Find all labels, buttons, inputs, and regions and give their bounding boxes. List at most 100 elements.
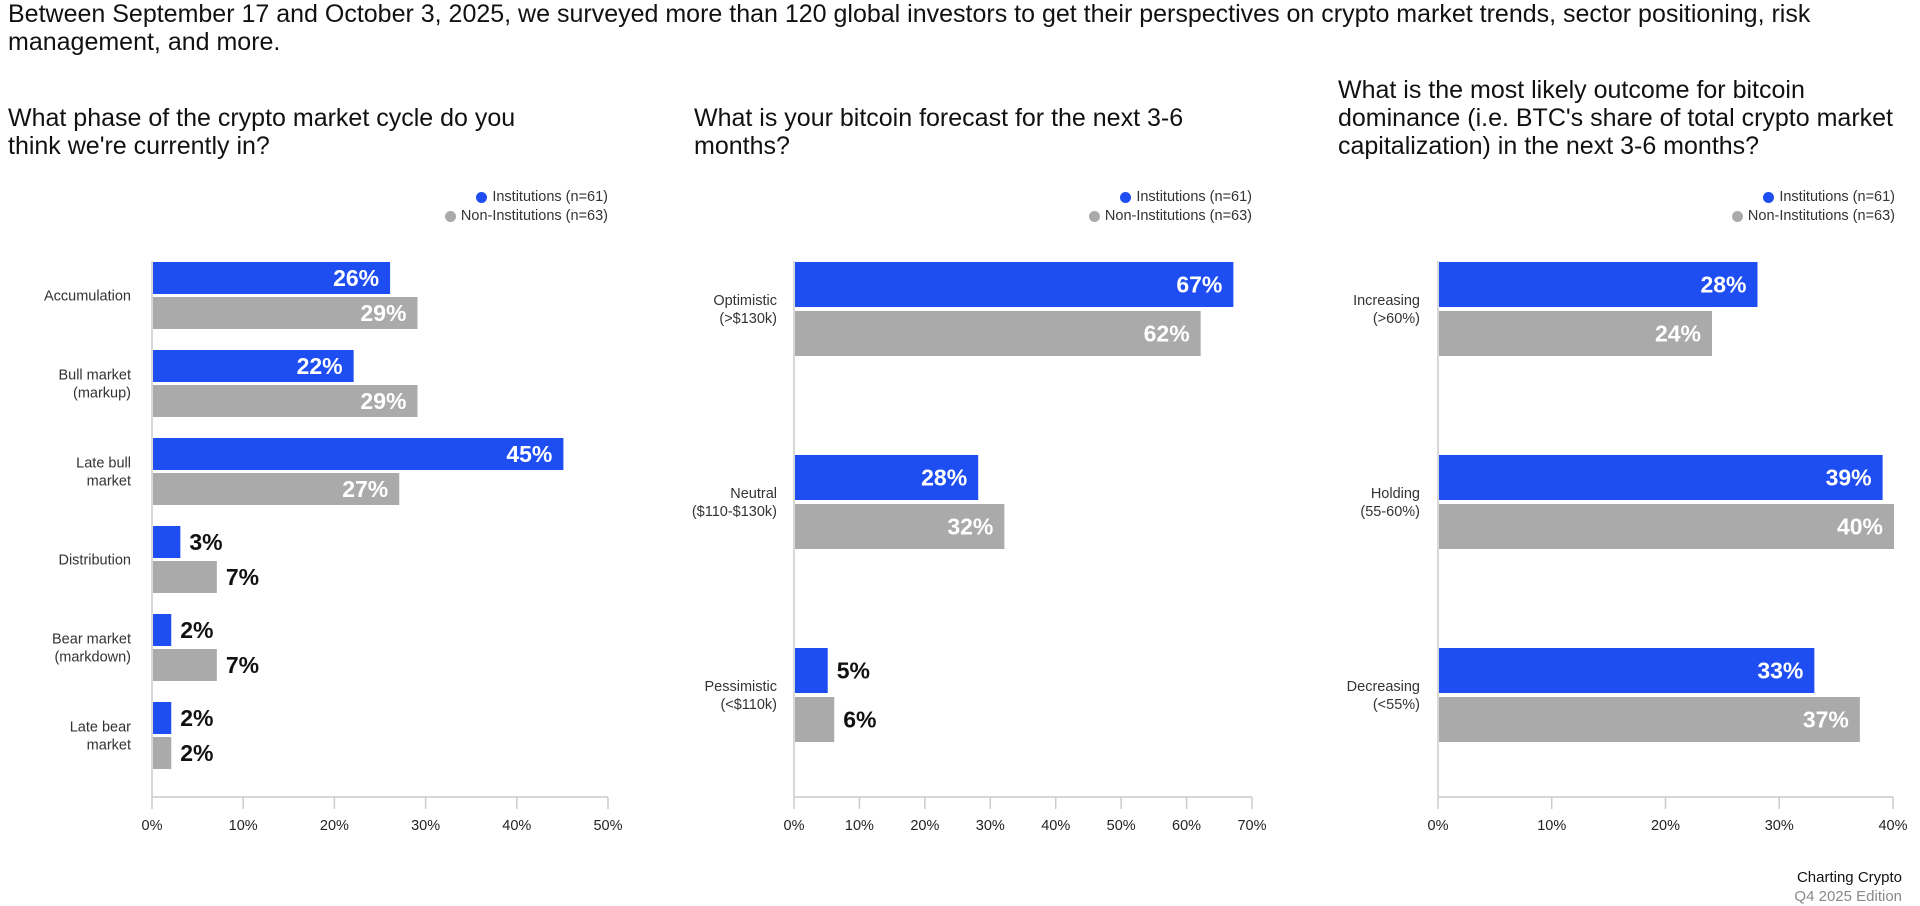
category-label: (>60%) — [1373, 311, 1420, 327]
legend-dot-non-institutions — [444, 211, 456, 222]
bar-non-institutions — [1439, 504, 1894, 549]
bar-non-institutions — [153, 297, 418, 329]
x-tick-label: 40% — [502, 818, 531, 834]
x-tick-label: 30% — [976, 818, 1005, 834]
bar-institutions — [153, 438, 564, 470]
legend-dot-institutions — [476, 192, 488, 203]
legend-dot-non-institutions — [1731, 211, 1743, 222]
category-label: (>$130k) — [719, 311, 777, 327]
legend-institutions: Institutions (n=61) — [492, 189, 608, 205]
bar-value-label: 67% — [1176, 272, 1222, 298]
bar-non-institutions — [153, 737, 172, 769]
x-tick-label: 10% — [1537, 818, 1566, 834]
legend-institutions: Institutions (n=61) — [1779, 189, 1895, 205]
bar-institutions — [153, 350, 354, 382]
category-label: Decreasing — [1347, 679, 1420, 695]
category-label: Holding — [1371, 486, 1420, 502]
chart-3-title: What is the most likely outcome for bitc… — [1338, 76, 1893, 160]
category-label: Accumulation — [44, 289, 131, 305]
category-label: Increasing — [1353, 293, 1420, 309]
footer-edition: Q4 2025 Edition — [1794, 888, 1902, 905]
x-tick-label: 50% — [593, 818, 622, 834]
category-label: Pessimistic — [704, 679, 777, 695]
bar-value-label: 22% — [297, 353, 343, 379]
category-label: market — [87, 738, 131, 754]
category-label: Bear market — [52, 632, 131, 648]
bar-value-label: 7% — [226, 564, 259, 590]
bar-value-label: 5% — [837, 658, 870, 684]
chart-1-legend: Institutions (n=61) Non-Institutions (n=… — [444, 188, 608, 226]
x-tick-label: 0% — [1428, 818, 1449, 834]
bar-non-institutions — [1439, 311, 1712, 356]
legend-dot-institutions — [1120, 192, 1132, 203]
bar-value-label: 28% — [1700, 272, 1746, 298]
bar-value-label: 27% — [342, 476, 388, 502]
bar-institutions — [1439, 648, 1815, 693]
bar-value-label: 26% — [333, 265, 379, 291]
bar-value-label: 62% — [1144, 321, 1190, 347]
bar-non-institutions — [153, 561, 217, 593]
bar-institutions — [153, 526, 181, 558]
category-label: (markdown) — [54, 650, 131, 666]
chart-1-title: What phase of the crypto market cycle do… — [8, 104, 516, 160]
category-label: market — [87, 474, 131, 490]
chart-2-legend: Institutions (n=61) Non-Institutions (n=… — [1088, 188, 1252, 226]
x-tick-label: 50% — [1107, 818, 1136, 834]
bar-value-label: 29% — [360, 388, 406, 414]
bar-value-label: 24% — [1655, 321, 1701, 347]
x-tick-label: 0% — [784, 818, 805, 834]
bar-non-institutions — [1439, 697, 1860, 742]
category-label: (markup) — [73, 386, 131, 402]
bar-value-label: 29% — [360, 300, 406, 326]
x-tick-label: 40% — [1041, 818, 1070, 834]
bar-non-institutions — [795, 697, 835, 742]
x-tick-label: 40% — [1878, 818, 1907, 834]
category-label: ($110-$130k) — [692, 504, 777, 520]
legend-non-institutions: Non-Institutions (n=63) — [1104, 208, 1252, 224]
bar-value-label: 37% — [1803, 707, 1849, 733]
legend-dot-non-institutions — [1088, 211, 1100, 222]
x-tick-label: 30% — [411, 818, 440, 834]
x-tick-label: 70% — [1237, 818, 1266, 834]
intro-text: Between September 17 and October 3, 2025… — [8, 0, 1811, 56]
x-tick-label: 60% — [1172, 818, 1201, 834]
bar-institutions — [795, 648, 828, 693]
bar-value-label: 3% — [189, 529, 222, 555]
bar-value-label: 39% — [1826, 465, 1872, 491]
legend-institutions: Institutions (n=61) — [1136, 189, 1252, 205]
bar-value-label: 6% — [843, 707, 876, 733]
footer-title: Charting Crypto — [1796, 869, 1902, 886]
legend-dot-institutions — [1763, 192, 1775, 203]
x-tick-label: 10% — [845, 818, 874, 834]
bar-institutions — [1439, 455, 1883, 500]
category-label: Late bear — [70, 720, 131, 736]
x-tick-label: 20% — [320, 818, 349, 834]
category-label: Distribution — [58, 553, 131, 569]
bar-non-institutions — [795, 311, 1201, 356]
bar-value-label: 45% — [506, 441, 552, 467]
category-label: (<55%) — [1373, 697, 1420, 713]
x-tick-label: 0% — [142, 818, 163, 834]
bar-institutions — [153, 262, 391, 294]
x-tick-label: 30% — [1765, 818, 1794, 834]
bar-value-label: 2% — [180, 740, 213, 766]
category-label: Late bull — [76, 456, 131, 472]
category-label: (<$110k) — [720, 697, 777, 713]
x-tick-label: 20% — [1651, 818, 1680, 834]
chart-3-legend: Institutions (n=61) Non-Institutions (n=… — [1731, 188, 1895, 226]
chart-2-title: What is your bitcoin forecast for the ne… — [694, 104, 1184, 160]
bar-value-label: 33% — [1757, 658, 1803, 684]
bar-non-institutions — [153, 385, 418, 417]
legend-non-institutions: Non-Institutions (n=63) — [460, 208, 608, 224]
bar-non-institutions — [153, 649, 217, 681]
x-tick-label: 10% — [229, 818, 258, 834]
x-tick-label: 20% — [910, 818, 939, 834]
bar-value-label: 40% — [1837, 514, 1883, 540]
bar-value-label: 28% — [921, 465, 967, 491]
category-label: Bull market — [58, 368, 131, 384]
bar-institutions — [795, 455, 979, 500]
legend-non-institutions: Non-Institutions (n=63) — [1747, 208, 1895, 224]
category-label: Optimistic — [713, 293, 777, 309]
bar-institutions — [1439, 262, 1758, 307]
